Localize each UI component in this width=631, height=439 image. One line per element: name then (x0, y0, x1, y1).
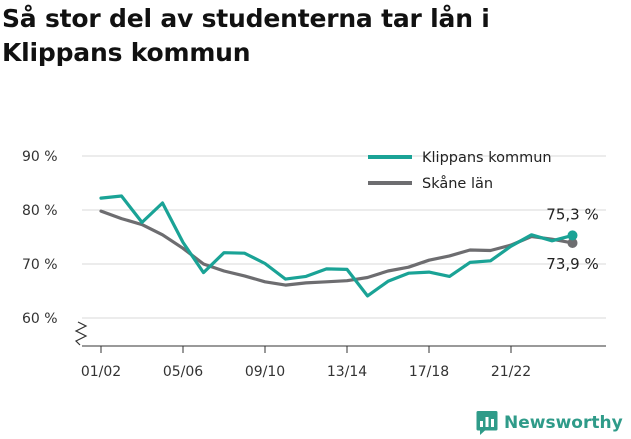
end-label-klippan: 75,3 % (546, 205, 598, 223)
x-tick-label: 09/10 (245, 364, 285, 380)
y-tick-label: 60 % (22, 311, 58, 327)
end-labels: 75,3 % 73,9 % (546, 205, 598, 273)
series-line-1 (99, 209, 575, 287)
brand-name: Newsworthy (504, 413, 623, 433)
y-tick-label: 90 % (22, 149, 58, 165)
x-tick-label: 13/14 (327, 364, 367, 380)
series-end-point-0 (567, 230, 578, 241)
legend-label: Klippans kommun (422, 150, 552, 166)
gridlines (82, 155, 606, 319)
x-tick-label: 17/18 (409, 364, 449, 380)
series-line-0 (99, 194, 575, 298)
y-tick-label: 70 % (22, 257, 58, 273)
legend-label: Skåne län (422, 175, 493, 192)
series-lines (99, 194, 578, 298)
legend: Klippans kommun Skåne län (368, 150, 552, 192)
axes: 60 % 70 % 80 % 90 % 01/02 05/06 09/10 13/14 17/1… (22, 149, 606, 380)
newsworthy-logo-icon (476, 411, 498, 435)
x-tick-label: 01/02 (81, 364, 121, 380)
series-end-point-1 (567, 237, 578, 248)
end-label-skane: 73,9 % (546, 255, 598, 273)
x-tick-label: 05/06 (163, 364, 203, 380)
y-tick-label: 80 % (22, 203, 58, 219)
chart-title: Så stor del av studenterna tar lån i Kli… (2, 4, 490, 67)
axis-break-mark (74, 321, 88, 346)
newsworthy-brand[interactable]: Newsworthy (476, 409, 623, 437)
x-tick-label: 21/22 (491, 364, 531, 380)
